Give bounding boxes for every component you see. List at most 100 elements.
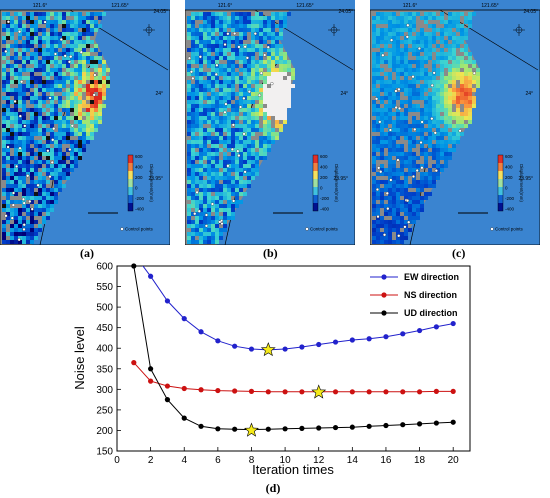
control-point-marker [405, 199, 410, 203]
displacement-cell [408, 64, 412, 68]
displacement-cell [54, 108, 58, 112]
displacement-cell [404, 192, 408, 196]
displacement-cell [384, 172, 388, 176]
displacement-cell [26, 148, 30, 152]
displacement-cell [26, 68, 30, 72]
control-point-marker [50, 160, 54, 164]
displacement-cell [400, 60, 404, 64]
displacement-cell [219, 84, 223, 88]
displacement-cell [86, 112, 90, 116]
colorbar-segment [313, 163, 318, 171]
ew-data-point [299, 344, 305, 350]
displacement-cell [400, 152, 404, 156]
displacement-cell [388, 20, 392, 24]
displacement-cell [440, 12, 444, 16]
control-point-marker [432, 71, 436, 75]
displacement-cell [195, 116, 199, 120]
control-points-label: Control points [310, 227, 339, 232]
displacement-cell [106, 76, 110, 80]
displacement-cell [223, 96, 227, 100]
displacement-cell [380, 56, 384, 60]
displacement-cell [70, 84, 74, 88]
displacement-cell [388, 132, 392, 136]
displacement-cell [6, 100, 10, 104]
displacement-cell [388, 40, 392, 44]
displacement-cell [259, 52, 263, 56]
control-point-marker [397, 87, 401, 91]
displacement-cell [38, 84, 42, 88]
displacement-cell [187, 100, 191, 104]
displacement-cell [400, 204, 404, 208]
displacement-cell [223, 32, 227, 36]
displacement-cell [464, 44, 468, 48]
displacement-cell [287, 12, 291, 16]
displacement-cell [54, 104, 58, 108]
displacement-cell [86, 116, 90, 120]
displacement-cell [251, 36, 255, 40]
displacement-cell [404, 36, 408, 40]
displacement-cell [50, 72, 54, 76]
displacement-cell [74, 16, 78, 20]
displacement-cell [34, 236, 38, 240]
displacement-cell [263, 152, 267, 156]
displacement-cell [30, 168, 34, 172]
displacement-cell [388, 148, 392, 152]
displacement-cell [404, 84, 408, 88]
displacement-cell [452, 40, 456, 44]
displacement-cell [259, 128, 263, 132]
displacement-cell [207, 84, 211, 88]
displacement-cell [404, 20, 408, 24]
displacement-cell [223, 56, 227, 60]
displacement-cell [58, 120, 62, 124]
displacement-cell [74, 156, 78, 160]
displacement-cell [54, 44, 58, 48]
displacement-cell [2, 24, 6, 28]
displacement-cell [420, 164, 424, 168]
displacement-cell [2, 240, 6, 244]
displacement-cell [207, 108, 211, 112]
displacement-cell [456, 92, 460, 96]
displacement-cell [195, 224, 199, 228]
colorbar-segment [313, 203, 318, 211]
displacement-cell [255, 152, 259, 156]
displacement-cell [10, 232, 14, 236]
control-point-marker [198, 55, 202, 59]
displacement-cell [195, 52, 199, 56]
displacement-cell [18, 184, 22, 188]
displacement-cell [243, 184, 247, 188]
displacement-cell [14, 108, 18, 112]
displacement-cell [62, 140, 66, 144]
map-panel-c: 121.6° 121.65° 24.05° 24° 23.95° 600 400 200 0 -2… [370, 0, 540, 245]
displacement-cell [223, 156, 227, 160]
displacement-cell [376, 192, 380, 196]
displacement-cell [392, 20, 396, 24]
displacement-cell [424, 48, 428, 52]
displacement-cell [191, 160, 195, 164]
displacement-cell [70, 88, 74, 92]
displacement-cell [420, 92, 424, 96]
displacement-cell [460, 120, 464, 124]
displacement-cell [10, 156, 14, 160]
displacement-cell [392, 88, 396, 92]
y-tick-label: 300 [96, 385, 113, 396]
displacement-cell [18, 212, 22, 216]
displacement-cell [432, 40, 436, 44]
displacement-cell [235, 28, 239, 32]
displacement-cell [408, 168, 412, 172]
displacement-cell [6, 88, 10, 92]
displacement-cell [42, 28, 46, 32]
displacement-cell [231, 164, 235, 168]
displacement-cell [456, 64, 460, 68]
displacement-cell [263, 16, 267, 20]
displacement-cell [283, 60, 287, 64]
displacement-cell [199, 124, 203, 128]
displacement-cell [18, 140, 22, 144]
displacement-cell [372, 128, 376, 132]
displacement-cell [62, 24, 66, 28]
displacement-cell [2, 36, 6, 40]
displacement-cell [380, 112, 384, 116]
colorbar-segment [498, 187, 503, 195]
displacement-cell [18, 160, 22, 164]
displacement-cell [215, 212, 219, 216]
displacement-cell [388, 52, 392, 56]
